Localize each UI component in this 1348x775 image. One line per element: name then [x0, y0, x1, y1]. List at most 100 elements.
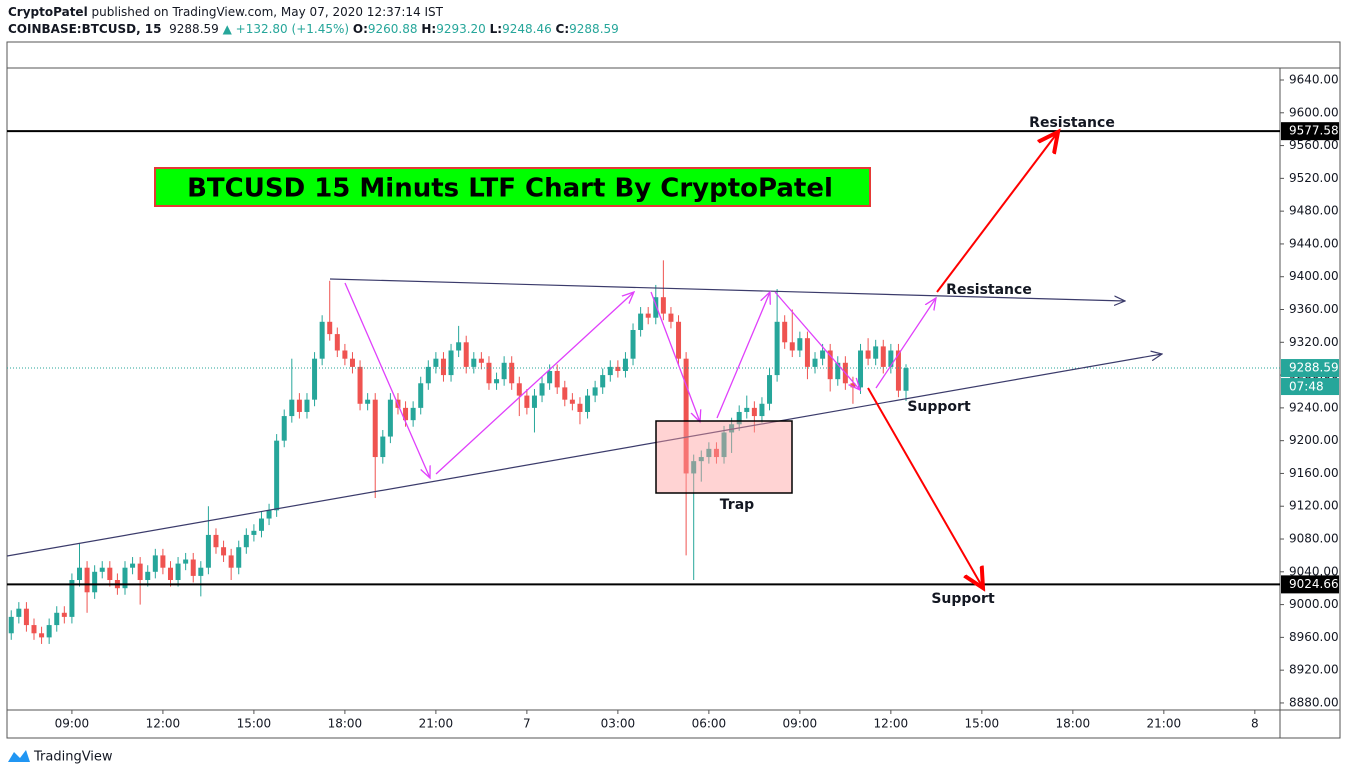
candle-body — [888, 350, 894, 367]
candle-body — [456, 342, 462, 351]
candle-body — [145, 571, 151, 580]
y-tick-label: 9040.00 — [1289, 564, 1339, 578]
y-tick-label: 9640.00 — [1289, 73, 1339, 87]
candle-body — [39, 633, 45, 638]
author: CryptoPatel — [8, 5, 88, 19]
candle-body — [274, 440, 280, 511]
candle-body — [820, 350, 826, 359]
x-tick-label: 12:00 — [146, 717, 181, 731]
candle-body — [312, 358, 318, 400]
y-tick-label: 9160.00 — [1289, 466, 1339, 480]
candle-body — [585, 395, 591, 412]
countdown-box — [1281, 378, 1339, 396]
title-box — [154, 167, 871, 207]
x-tick-label: 12:00 — [874, 717, 909, 731]
h-label: H: — [421, 22, 437, 36]
wave-arrow — [716, 292, 770, 419]
tradingview-logo: TradingView — [8, 750, 113, 765]
wave-arrow — [650, 291, 700, 422]
x-tick-label: 09:00 — [783, 717, 818, 731]
y-tick-label: 9440.00 — [1289, 236, 1339, 250]
countdown: 07:48 — [1289, 380, 1324, 394]
candle-body — [691, 461, 697, 474]
y-tick-label: 8920.00 — [1289, 663, 1339, 677]
candle-body — [494, 379, 500, 384]
candle-body — [554, 370, 560, 388]
candle-body — [327, 321, 333, 335]
candle-body — [319, 321, 325, 359]
candle-body — [516, 383, 522, 396]
o-value: 9260.88 — [367, 22, 418, 36]
candle-body — [69, 580, 75, 617]
candle-body — [744, 407, 750, 412]
candle-body — [638, 313, 644, 330]
y-tick-label: 9600.00 — [1289, 105, 1339, 119]
candle-body — [334, 334, 340, 351]
candle-body — [471, 358, 477, 367]
candle-body — [698, 457, 704, 462]
candle-body — [683, 358, 689, 474]
annotation: Resistance — [1029, 115, 1115, 131]
candle-body — [774, 321, 780, 376]
candle-body — [592, 387, 598, 396]
candle-body — [463, 342, 469, 367]
logo-icon — [8, 750, 30, 762]
candle-body — [221, 547, 227, 556]
l-label: L: — [489, 22, 503, 36]
red-arrow-up — [936, 132, 1058, 293]
y-tick-label: 9080.00 — [1289, 532, 1339, 546]
upper-trendline — [329, 278, 1125, 301]
x-tick-label: 7 — [523, 717, 531, 731]
x-tick-label: 15:00 — [237, 717, 272, 731]
candle-body — [54, 612, 60, 626]
candle-body — [76, 567, 82, 580]
header-line-2: COINBASE:BTCUSD, 15 9288.59 ▲ +132.80 (+… — [8, 21, 619, 38]
o-label: O: — [352, 22, 368, 36]
h-value: 9293.20 — [436, 22, 486, 36]
candle-body — [1, 625, 6, 633]
wave-arrow — [435, 292, 634, 475]
candle-body — [736, 411, 742, 425]
y-tick-label: 9360.00 — [1289, 302, 1339, 316]
candle-body — [342, 350, 348, 359]
candle-body — [569, 399, 575, 404]
candle-body — [8, 616, 14, 634]
candle-body — [258, 518, 264, 531]
candle-body — [804, 338, 810, 367]
published: published on TradingView.com, May 07, 20… — [91, 5, 444, 19]
candle-body — [622, 358, 628, 371]
y-tick-label: 8880.00 — [1289, 695, 1339, 709]
candle-body — [607, 366, 613, 376]
candle-body — [205, 534, 211, 568]
l-value: 9248.46 — [502, 22, 552, 36]
candle-body — [130, 563, 136, 568]
candle-body — [660, 297, 666, 314]
candle-body — [266, 510, 272, 519]
x-tick-label: 21:00 — [419, 717, 454, 731]
candle-body — [137, 563, 143, 580]
x-tick-label: 18:00 — [328, 717, 363, 731]
y-tick-label: 9560.00 — [1289, 138, 1339, 152]
candle-body — [721, 432, 727, 458]
candle-body — [190, 559, 196, 576]
candle-body — [349, 358, 355, 367]
y-tick-label: 9240.00 — [1289, 400, 1339, 414]
candle-body — [873, 346, 879, 359]
y-tick-label: 9400.00 — [1289, 269, 1339, 283]
candle-body — [600, 375, 606, 388]
red-arrow-down — [867, 387, 983, 588]
candle-body — [759, 403, 765, 417]
candle-body — [418, 383, 424, 408]
candle-body — [835, 362, 841, 380]
drawings — [7, 132, 1162, 588]
candle-body — [61, 612, 67, 617]
y-tick-label: 8960.00 — [1289, 630, 1339, 644]
candle-body — [615, 366, 621, 371]
candle-body — [501, 362, 507, 380]
candle-body — [236, 547, 242, 568]
frame — [6, 41, 1341, 739]
y-tick-label: 9000.00 — [1289, 597, 1339, 611]
header: CryptoPatel published on TradingView.com… — [8, 4, 619, 38]
candle-body — [107, 567, 113, 580]
